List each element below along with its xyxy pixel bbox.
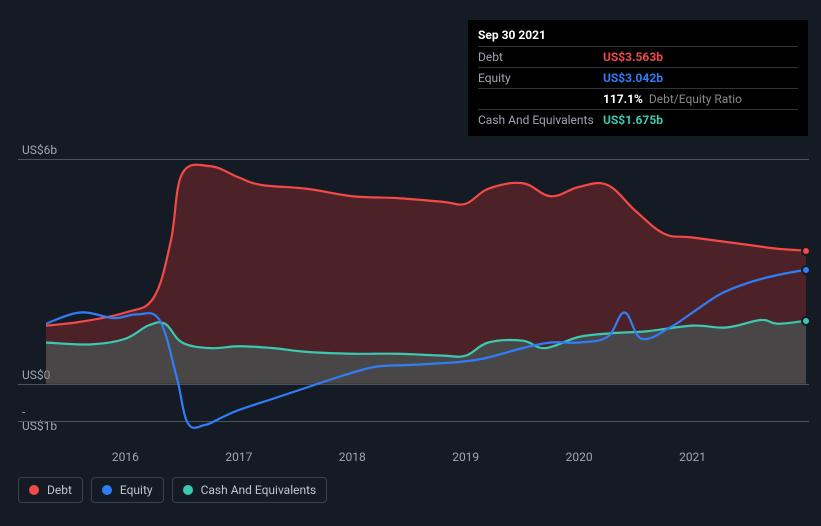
tooltip-row-value: US$3.563b bbox=[603, 50, 663, 64]
tooltip-row: DebtUS$3.563b bbox=[478, 46, 798, 67]
tooltip-date: Sep 30 2021 bbox=[478, 26, 798, 46]
tooltip-row-label: Cash And Equivalents bbox=[478, 113, 603, 127]
x-axis-label: 2017 bbox=[225, 450, 252, 464]
legend-dot-icon bbox=[29, 485, 39, 495]
tooltip-row: EquityUS$3.042b bbox=[478, 67, 798, 88]
tooltip-row: Cash And EquivalentsUS$1.675b bbox=[478, 109, 798, 130]
y-axis-label: US$6b bbox=[0, 143, 22, 157]
tooltip-row: 117.1%Debt/Equity Ratio bbox=[478, 88, 798, 109]
legend-dot-icon bbox=[183, 485, 193, 495]
tooltip-row-value: US$3.042b bbox=[603, 71, 663, 85]
y-axis-label: US$0 bbox=[0, 368, 22, 382]
legend-item-equity[interactable]: Equity bbox=[91, 477, 164, 503]
x-axis-label: 2018 bbox=[339, 450, 366, 464]
tooltip-row-suffix: Debt/Equity Ratio bbox=[649, 92, 742, 106]
legend-item-debt[interactable]: Debt bbox=[18, 477, 83, 503]
tooltip-row-label: Equity bbox=[478, 71, 603, 85]
series-end-marker-equity bbox=[801, 265, 811, 275]
chart-tooltip: Sep 30 2021 DebtUS$3.563bEquityUS$3.042b… bbox=[468, 20, 808, 136]
chart-legend: Debt Equity Cash And Equivalents bbox=[18, 477, 327, 503]
legend-label: Debt bbox=[47, 483, 72, 497]
tooltip-row-label: Debt bbox=[478, 50, 603, 64]
x-axis-label: 2016 bbox=[112, 450, 139, 464]
y-axis-label: -US$1b bbox=[0, 405, 22, 433]
tooltip-row-value: US$1.675b bbox=[603, 113, 663, 127]
legend-dot-icon bbox=[102, 485, 112, 495]
tooltip-row-label bbox=[478, 92, 603, 106]
legend-label: Equity bbox=[120, 483, 153, 497]
chart-plot-area bbox=[46, 140, 806, 440]
legend-label: Cash And Equivalents bbox=[201, 483, 317, 497]
financials-chart: Sep 30 2021 DebtUS$3.563bEquityUS$3.042b… bbox=[0, 0, 821, 526]
x-axis-label: 2020 bbox=[566, 450, 593, 464]
series-end-marker-debt bbox=[801, 246, 811, 256]
legend-item-cash-and-equivalents[interactable]: Cash And Equivalents bbox=[172, 477, 328, 503]
tooltip-row-value: 117.1%Debt/Equity Ratio bbox=[603, 92, 742, 106]
x-axis-label: 2019 bbox=[452, 450, 479, 464]
series-end-marker-cash-and-equivalents bbox=[801, 316, 811, 326]
x-axis-label: 2021 bbox=[679, 450, 706, 464]
